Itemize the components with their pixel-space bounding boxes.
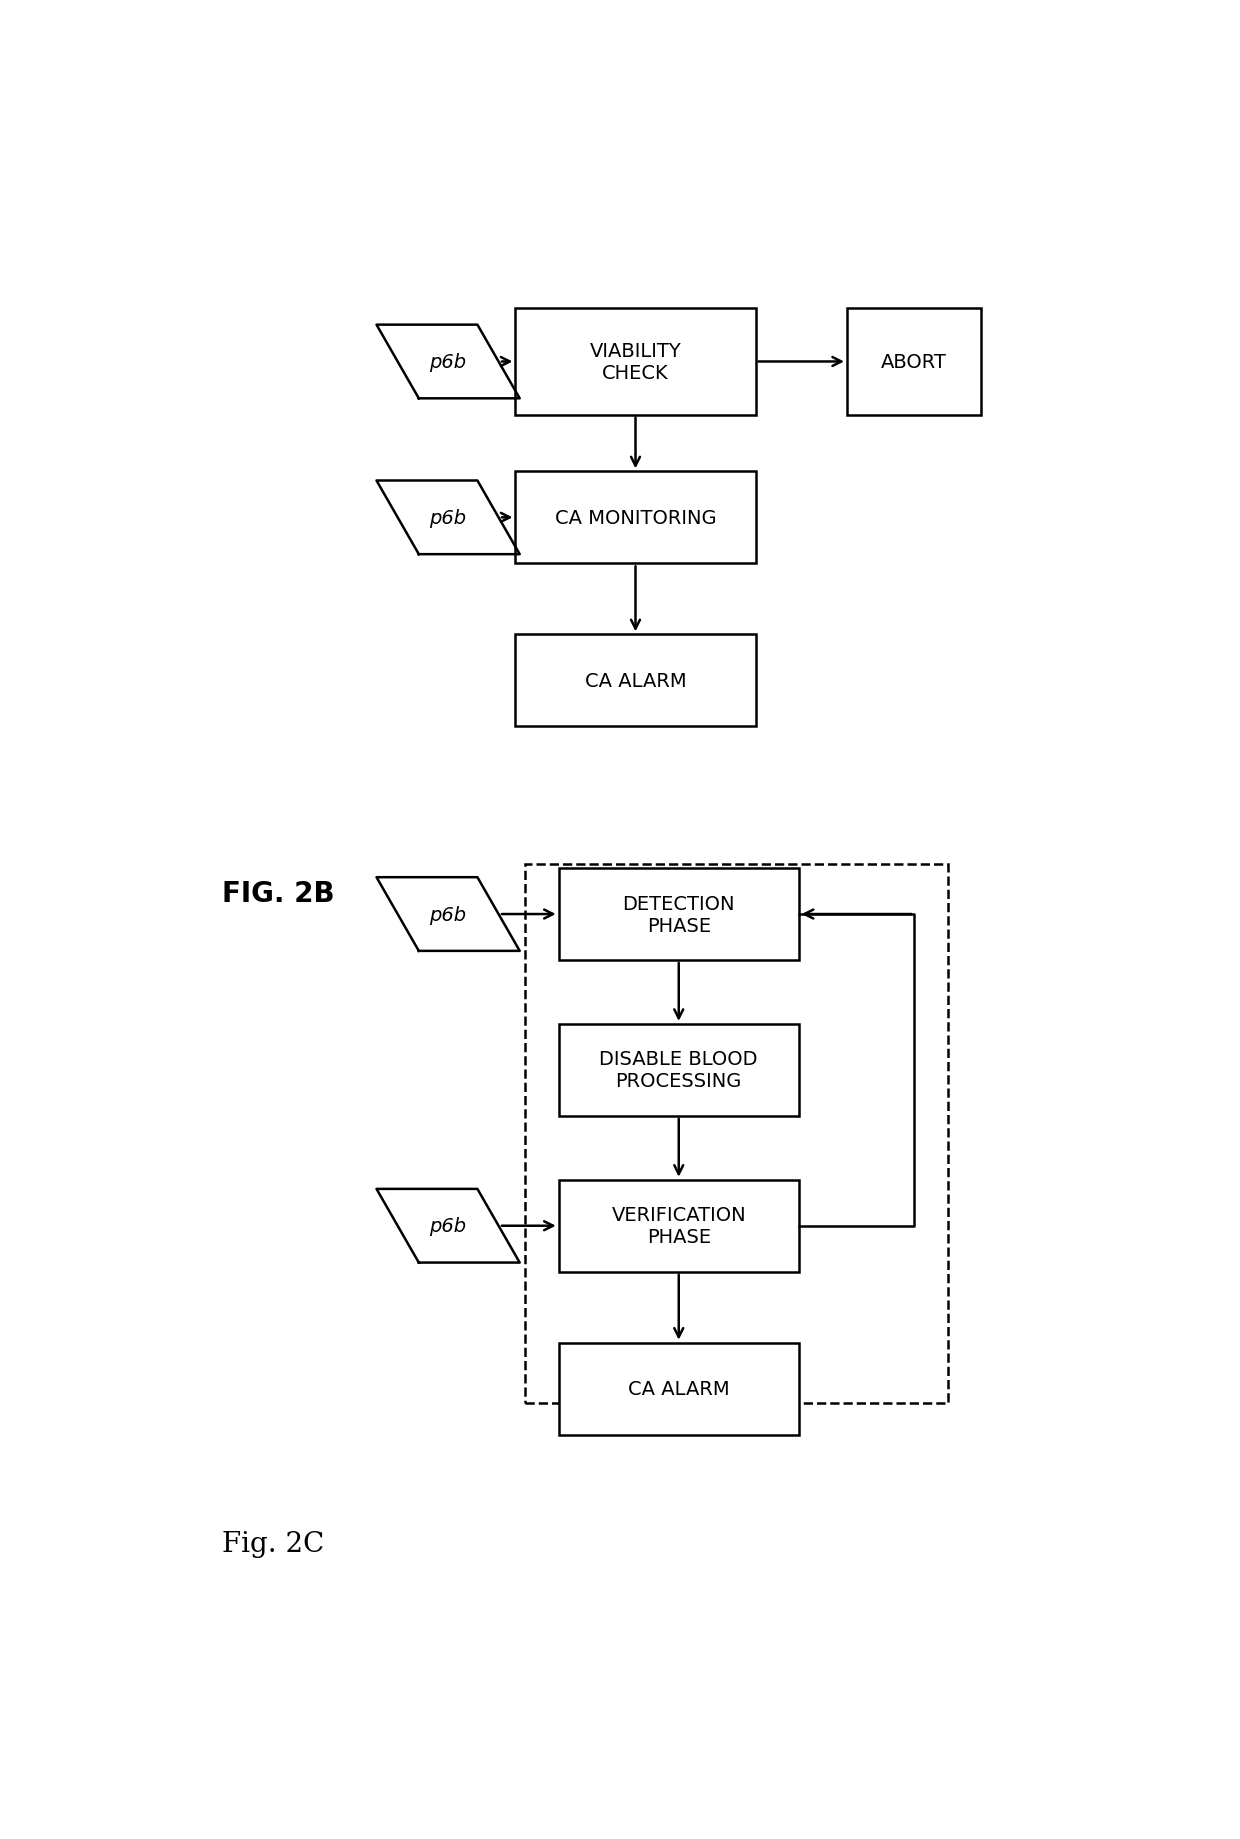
Text: VIABILITY
CHECK: VIABILITY CHECK — [590, 342, 681, 383]
Text: p6b: p6b — [429, 353, 466, 371]
Text: p6b: p6b — [429, 905, 466, 923]
FancyBboxPatch shape — [559, 1342, 799, 1434]
Text: ABORT: ABORT — [882, 353, 947, 371]
FancyBboxPatch shape — [516, 309, 755, 416]
Text: DISABLE BLOOD
PROCESSING: DISABLE BLOOD PROCESSING — [599, 1050, 758, 1091]
Text: CA ALARM: CA ALARM — [585, 671, 686, 690]
Text: VERIFICATION
PHASE: VERIFICATION PHASE — [611, 1206, 746, 1247]
Text: FIG. 2B: FIG. 2B — [222, 879, 335, 907]
FancyBboxPatch shape — [847, 309, 982, 416]
FancyBboxPatch shape — [559, 1024, 799, 1116]
Text: p6b: p6b — [429, 509, 466, 528]
Text: CA MONITORING: CA MONITORING — [554, 509, 717, 528]
Text: CA ALARM: CA ALARM — [627, 1379, 729, 1398]
Text: DETECTION
PHASE: DETECTION PHASE — [622, 894, 735, 934]
FancyBboxPatch shape — [516, 634, 755, 726]
FancyBboxPatch shape — [516, 473, 755, 565]
Text: Fig. 2C: Fig. 2C — [222, 1530, 325, 1558]
FancyBboxPatch shape — [559, 1181, 799, 1273]
FancyBboxPatch shape — [559, 868, 799, 960]
Text: p6b: p6b — [429, 1217, 466, 1236]
